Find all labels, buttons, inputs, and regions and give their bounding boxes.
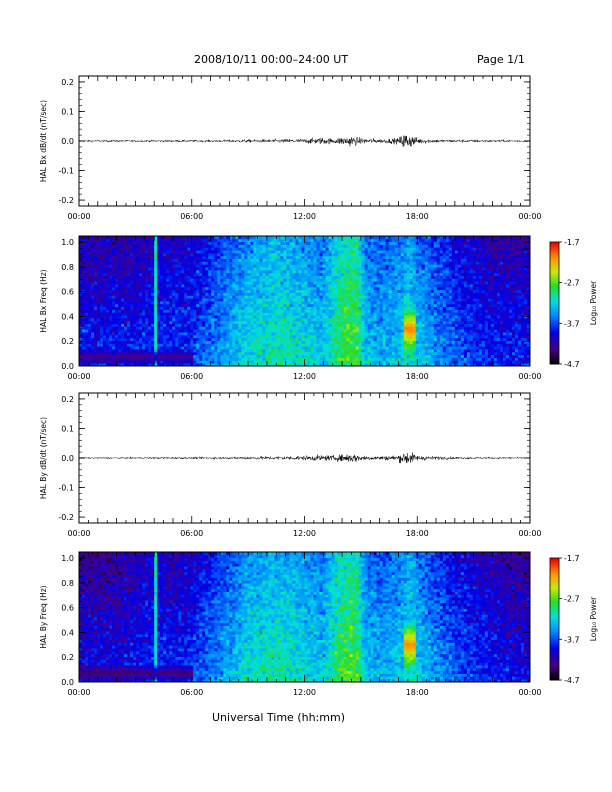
dbdt-trace-3 [78,452,531,464]
y-axis-label: HAL Bx dB/dt (nT/sec) [39,100,48,182]
y-axis-label: HAL By Freq (Hz) [39,585,48,648]
x-tick-label: 00:00 [67,688,90,697]
x-axis: 00:00 06:00 12:00 18:00 00:00 [67,236,542,381]
y-axis: 0.2 0.1 0.0 -0.1 -0.2 [58,75,530,207]
x-tick-label: 18:00 [406,212,429,221]
panel-1: 00:00 06:00 12:00 18:00 00:00 0.2 0.1 0.0 -0.1 -0… [39,75,542,221]
y-tick-label: 0.0 [61,454,74,463]
x-axis-label: Universal Time (hh:mm) [212,711,345,724]
plot-title: 2008/10/11 00:00–24:00 UT [194,53,349,66]
x-tick-label: 00:00 [518,372,541,381]
y-tick-label: 1.0 [61,554,74,563]
colorbar: -1.7 -2.7 -3.7 -4.7 Log₁₀ Power [549,238,598,369]
y-axis: 1.0 0.8 0.6 0.4 0.2 0.0 [61,551,530,687]
y-tick-label: 0.0 [61,678,74,687]
y-tick-label: 0.0 [61,362,74,371]
y-tick-label: 0.2 [61,653,74,662]
page-number: Page 1/1 [477,53,525,66]
colorbar-tick-label: -2.7 [564,279,580,288]
y-tick-label: 0.4 [61,628,74,637]
y-axis: 0.2 0.1 0.0 -0.1 -0.2 [58,392,530,524]
y-tick-label: -0.1 [58,484,74,493]
colorbar-label: Log₁₀ Power [589,280,598,325]
y-tick-label: 0.2 [61,337,74,346]
panel-2: 00:00 06:00 12:00 18:00 00:00 1.0 0.8 0.6 0.4 0.2… [39,235,598,381]
y-tick-label: 0.2 [61,78,74,87]
x-axis: 00:00 06:00 12:00 18:00 00:00 [67,76,542,221]
y-tick-label: 0.1 [61,424,74,433]
x-tick-label: 00:00 [518,529,541,538]
x-axis: 00:00 06:00 12:00 18:00 00:00 [67,552,542,697]
y-tick-label: -0.1 [58,167,74,176]
x-tick-label: 00:00 [67,372,90,381]
colorbar-tick-label: -1.7 [564,554,580,563]
colorbar-tick-label: -2.7 [564,595,580,604]
x-tick-label: 12:00 [293,688,316,697]
colorbar-tick-label: -1.7 [564,238,580,247]
y-axis-label: HAL Bx Freq (Hz) [39,269,48,332]
y-tick-label: 0.2 [61,395,74,404]
x-tick-label: 06:00 [180,372,203,381]
y-tick-label: 0.4 [61,312,74,321]
x-tick-label: 00:00 [518,212,541,221]
x-tick-label: 12:00 [293,372,316,381]
x-tick-label: 00:00 [67,529,90,538]
x-tick-label: 06:00 [180,529,203,538]
y-axis-label: HAL By dB/dt (nT/sec) [39,417,48,499]
y-tick-label: -0.2 [58,513,74,522]
x-tick-label: 00:00 [518,688,541,697]
dbdt-trace-1 [78,135,531,147]
y-tick-label: 0.0 [61,137,74,146]
colorbar: -1.7 -2.7 -3.7 -4.7 Log₁₀ Power [549,554,598,685]
colorbar-tick-label: -4.7 [564,676,580,685]
spectrogram-2 [79,236,531,367]
colorbar-tick-label: -3.7 [564,319,580,328]
y-axis: 1.0 0.8 0.6 0.4 0.2 0.0 [61,235,530,371]
colorbar-frame [549,557,560,681]
y-tick-label: 0.6 [61,288,74,297]
y-tick-label: 0.8 [61,263,74,272]
x-axis: 00:00 06:00 12:00 18:00 00:00 [67,393,542,538]
x-tick-label: 00:00 [67,212,90,221]
panel-4: 00:00 06:00 12:00 18:00 00:00 1.0 0.8 0.6 0.4 0.2… [39,551,598,697]
colorbar-tick-label: -4.7 [564,360,580,369]
x-tick-label: 06:00 [180,212,203,221]
y-tick-label: 1.0 [61,238,74,247]
colorbar-label: Log₁₀ Power [589,596,598,641]
y-tick-label: -0.2 [58,196,74,205]
colorbar-frame [549,241,560,365]
y-tick-label: 0.8 [61,579,74,588]
y-tick-label: 0.1 [61,107,74,116]
x-tick-label: 18:00 [406,688,429,697]
x-tick-label: 12:00 [293,212,316,221]
panel-3: 00:00 06:00 12:00 18:00 00:00 0.2 0.1 0.0 -0.1 -0… [39,392,542,538]
y-tick-label: 0.6 [61,604,74,613]
x-tick-label: 18:00 [406,372,429,381]
colorbar-tick-label: -3.7 [564,635,580,644]
x-tick-label: 18:00 [406,529,429,538]
x-tick-label: 06:00 [180,688,203,697]
spectrogram-4 [79,552,531,683]
x-tick-label: 12:00 [293,529,316,538]
